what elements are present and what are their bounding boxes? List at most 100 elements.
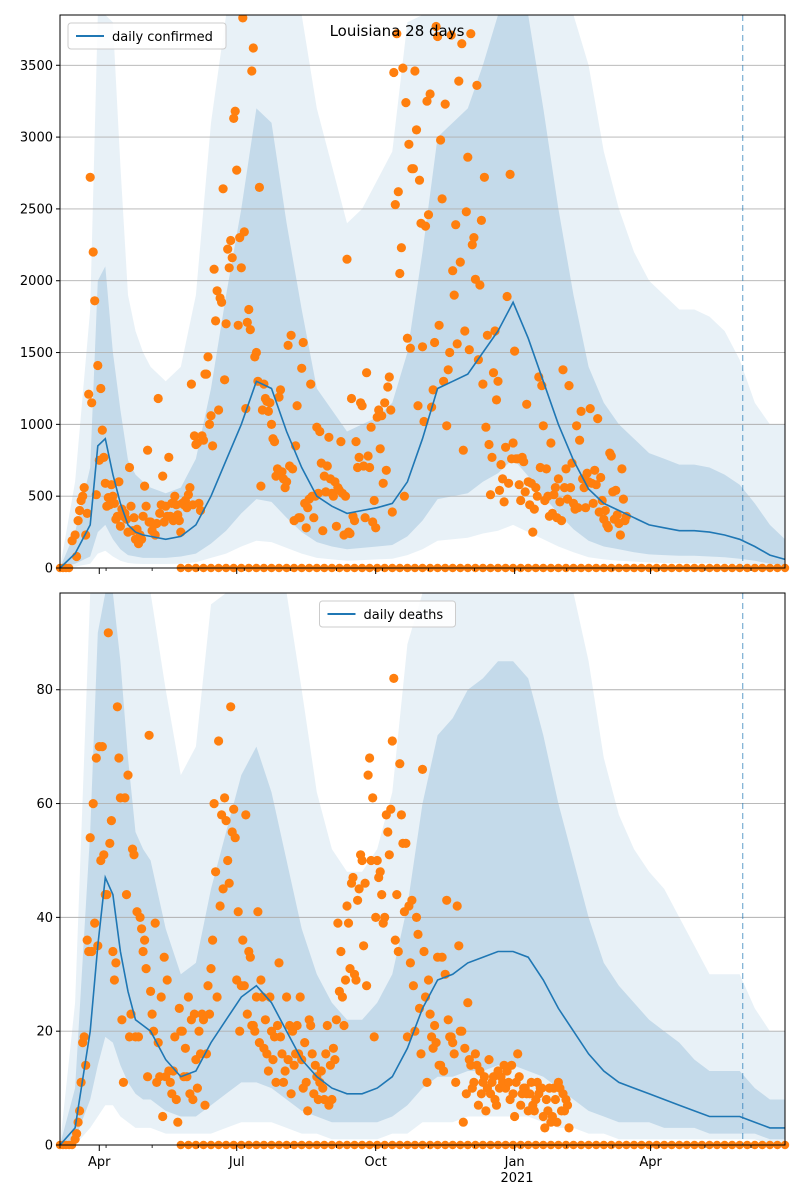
- daily-confirmed-observed-point: [558, 365, 568, 375]
- daily-deaths-observed-point: [75, 1106, 85, 1116]
- daily-deaths-observed-point: [141, 964, 151, 974]
- daily-confirmed-ytick-label: 3000: [20, 131, 53, 146]
- daily-confirmed-observed-point: [399, 491, 409, 501]
- daily-confirmed-observed-point: [309, 513, 319, 523]
- daily-confirmed-observed-point: [265, 398, 275, 408]
- daily-confirmed-observed-point: [295, 513, 305, 523]
- daily-confirmed-observed-point: [138, 511, 148, 521]
- daily-confirmed-observed-point: [129, 513, 139, 523]
- daily-deaths-observed-point: [241, 810, 251, 820]
- daily-confirmed-observed-point: [581, 503, 591, 513]
- daily-deaths-observed-point: [457, 1026, 467, 1036]
- daily-confirmed-observed-point: [381, 465, 391, 475]
- daily-confirmed-observed-point: [573, 503, 583, 513]
- daily-confirmed-observed-point: [238, 15, 248, 23]
- daily-deaths-observed-point: [386, 804, 396, 814]
- daily-deaths-observed-point: [277, 1049, 287, 1059]
- daily-deaths-observed-point: [300, 1038, 310, 1048]
- daily-confirmed-observed-point: [286, 330, 296, 340]
- daily-deaths-observed-point: [371, 912, 381, 923]
- daily-deaths-observed-point: [121, 890, 132, 900]
- daily-deaths-observed-point: [473, 1100, 483, 1110]
- confirmed-x-ticks: [59, 568, 752, 574]
- daily-deaths-observed-point: [214, 736, 224, 746]
- daily-confirmed-observed-point: [212, 286, 222, 296]
- daily-deaths-observed-point: [286, 1089, 296, 1099]
- daily-deaths-observed-point: [135, 912, 145, 923]
- daily-deaths-observed-point: [283, 1055, 293, 1065]
- daily-deaths-observed-point: [357, 855, 367, 866]
- daily-confirmed-observed-point: [84, 389, 94, 399]
- daily-deaths-observed-point: [454, 941, 464, 951]
- daily-confirmed-observed-point: [522, 399, 532, 409]
- daily-deaths-observed-point: [111, 958, 121, 968]
- daily-confirmed-observed-point: [248, 43, 258, 53]
- daily-deaths-observed-point: [541, 1094, 552, 1105]
- daily-confirmed-observed-point: [186, 379, 196, 389]
- daily-deaths-observed-point: [262, 1049, 272, 1059]
- daily-deaths-observed-point: [250, 1026, 260, 1036]
- daily-deaths-observed-point: [416, 1049, 426, 1059]
- daily-confirmed-observed-point: [463, 152, 473, 162]
- year-label: 2021: [500, 1171, 533, 1186]
- daily-deaths-observed-point: [540, 1123, 550, 1133]
- deaths-legend-label: daily deaths: [364, 608, 444, 623]
- daily-confirmed-observed-point: [224, 263, 234, 273]
- daily-confirmed-observed-point: [555, 497, 565, 507]
- daily-confirmed-observed-point: [221, 319, 231, 329]
- daily-deaths-observed-point: [458, 1117, 468, 1127]
- daily-deaths-observed-point: [129, 850, 139, 860]
- daily-deaths-observed-point: [192, 1083, 202, 1093]
- daily-confirmed-observed-point: [209, 264, 219, 274]
- daily-confirmed-observed-point: [324, 432, 334, 442]
- daily-confirmed-observed-point: [72, 551, 82, 562]
- daily-deaths-observed-point: [165, 1077, 175, 1087]
- daily-confirmed-observed-point: [137, 534, 147, 544]
- daily-confirmed-observed-point: [516, 495, 526, 506]
- daily-deaths-observed-point: [256, 975, 266, 985]
- daily-deaths-observed-point: [99, 850, 109, 860]
- daily-deaths-observed-point: [476, 1089, 486, 1099]
- daily-confirmed-observed-point: [336, 437, 346, 447]
- daily-confirmed-observed-point: [174, 516, 184, 526]
- daily-confirmed-observed-point: [504, 478, 514, 488]
- daily-confirmed-observed-point: [87, 398, 97, 408]
- daily-deaths-observed-point: [405, 958, 415, 968]
- daily-deaths-observed-point: [274, 958, 284, 968]
- daily-deaths-observed-point: [120, 793, 130, 803]
- daily-deaths-observed-point: [460, 1043, 470, 1053]
- confirmed-axes-frame: [59, 14, 786, 569]
- daily-confirmed-observed-point: [576, 406, 586, 416]
- daily-confirmed-observed-point: [211, 316, 221, 326]
- daily-deaths-ytick-label: 80: [36, 683, 53, 698]
- daily-confirmed-observed-point: [152, 518, 162, 529]
- daily-deaths-observed-point: [552, 1117, 562, 1127]
- daily-deaths-observed-point: [452, 901, 462, 911]
- daily-confirmed-observed-point: [170, 491, 180, 501]
- daily-confirmed-observed-point: [90, 296, 100, 306]
- daily-deaths-observed-point: [170, 1032, 180, 1042]
- daily-confirmed-observed-point: [621, 511, 632, 521]
- daily-confirmed-observed-point: [487, 452, 497, 462]
- deaths-legend-box: [319, 600, 456, 628]
- daily-deaths-observed-point: [200, 1100, 210, 1110]
- daily-confirmed-observed-point: [541, 464, 552, 474]
- daily-confirmed-observed-point: [528, 527, 538, 537]
- daily-confirmed-observed-point: [484, 439, 494, 450]
- daily-confirmed-observed-point: [615, 530, 626, 540]
- daily-deaths-observed-point: [491, 1100, 502, 1110]
- daily-deaths-observed-point: [340, 975, 351, 985]
- daily-confirmed-observed-point: [233, 320, 243, 330]
- daily-deaths-observed-point: [108, 946, 118, 957]
- daily-deaths-observed-point: [336, 946, 346, 957]
- daily-confirmed-observed-point: [499, 497, 509, 507]
- daily-deaths-observed-point: [413, 929, 423, 940]
- daily-deaths-observed-point: [430, 1020, 440, 1031]
- daily-deaths-observed-point: [529, 1106, 539, 1116]
- daily-deaths-observed-point: [229, 804, 239, 814]
- daily-deaths-observed-point: [295, 992, 305, 1002]
- daily-deaths-observed-point: [384, 850, 394, 860]
- daily-confirmed-observed-point: [611, 485, 621, 495]
- daily-confirmed-observed-point: [232, 165, 242, 175]
